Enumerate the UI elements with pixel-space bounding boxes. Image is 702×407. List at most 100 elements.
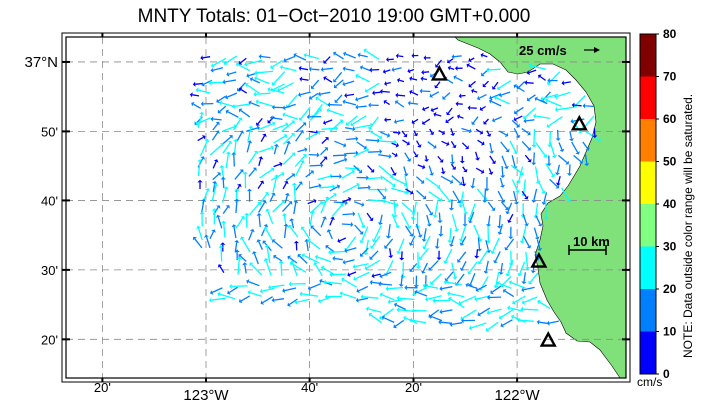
current-vector-head-654	[449, 321, 453, 327]
current-vector-555	[265, 260, 272, 276]
current-vector-93	[310, 92, 319, 99]
current-vector-268	[404, 152, 410, 160]
current-vector-202	[413, 130, 417, 135]
current-vector-619	[381, 294, 395, 301]
current-vector-12	[345, 53, 356, 59]
current-vector-head-530	[287, 255, 292, 260]
current-vector-649	[395, 319, 405, 327]
current-vector-head-258	[286, 140, 291, 145]
current-vector-171	[447, 116, 454, 122]
current-vector-613	[301, 293, 318, 297]
current-vector-592	[380, 283, 393, 286]
current-vector-head-526	[238, 254, 243, 258]
current-vector-head-201	[403, 133, 408, 138]
current-vector-510	[370, 250, 379, 259]
current-vector-head-155	[255, 122, 260, 126]
current-vector-head-217	[592, 135, 598, 138]
current-vector-442	[258, 215, 261, 228]
current-vector-head-206	[468, 128, 472, 134]
current-vector-92	[300, 91, 311, 96]
current-vector-head-501	[262, 240, 267, 245]
current-vector-head-272	[449, 161, 456, 165]
current-vector-head-76	[491, 86, 497, 90]
current-vector-head-614	[317, 298, 322, 304]
current-vector-head-596	[422, 283, 426, 289]
current-vector-head-324	[300, 160, 305, 164]
current-vector-283	[584, 153, 588, 164]
current-vector-110	[515, 85, 525, 93]
current-vector-head-179	[533, 113, 536, 119]
current-vector-210	[513, 128, 519, 137]
current-vector-492	[506, 238, 515, 249]
current-vector-257	[273, 146, 278, 155]
current-vector-604	[523, 286, 535, 291]
current-vector-61	[312, 79, 320, 88]
current-vector-651	[411, 319, 427, 324]
current-vector-head-428	[437, 220, 443, 224]
current-vector-433	[498, 214, 501, 227]
current-vector-564	[373, 273, 381, 277]
current-vector-489	[477, 237, 481, 250]
current-vector-553	[244, 264, 247, 274]
current-vector-552	[237, 258, 240, 275]
current-vector-head-425	[406, 225, 412, 229]
current-vector-head-42	[430, 73, 434, 78]
current-vector-head-307	[480, 169, 485, 174]
current-vector-head-361	[384, 187, 388, 193]
current-vector-head-119	[219, 100, 223, 106]
current-vector-479	[345, 236, 357, 250]
current-vector-275	[489, 155, 495, 163]
current-vector-head-633	[379, 315, 383, 320]
current-vector-197	[354, 124, 371, 129]
current-vector-head-84	[195, 87, 199, 93]
current-vector-head-5	[258, 54, 262, 60]
current-vector-538	[385, 260, 394, 275]
current-vector-653	[440, 321, 452, 324]
current-vector-509	[361, 247, 369, 256]
current-vector-head-246	[543, 154, 548, 158]
colorbar-segment-6	[640, 76, 656, 119]
current-vector-249	[571, 141, 579, 153]
current-vector-head-662	[546, 320, 550, 326]
current-vector-head-615	[324, 294, 328, 300]
colorbar-segment-2	[640, 246, 656, 289]
current-vector-380	[222, 188, 227, 203]
current-vector-head-628	[487, 294, 490, 301]
current-vector-head-265	[379, 149, 383, 155]
x-tick-label-2: 40'	[301, 380, 318, 395]
current-vector-head-71	[434, 84, 439, 89]
current-vector-head-381	[234, 188, 240, 191]
current-vector-639	[450, 298, 465, 309]
current-vector-head-364	[409, 190, 414, 195]
current-vector-head-600	[475, 287, 480, 292]
current-vector-353	[272, 176, 278, 193]
current-vector-head-607	[238, 298, 243, 304]
current-vector-head-153	[225, 109, 230, 115]
current-vector-head-162	[326, 108, 330, 113]
current-vector-580	[231, 285, 248, 288]
current-vector-head-41	[421, 69, 424, 75]
current-vector-211	[521, 127, 529, 134]
y-tick-label-1: 50'	[41, 124, 58, 139]
current-vector-434	[508, 213, 514, 221]
current-vector-head-210	[515, 134, 521, 139]
current-vector-82	[563, 81, 571, 84]
colorbar-segment-1	[640, 289, 656, 332]
current-vector-head-618	[360, 294, 364, 300]
current-vector-97	[357, 95, 369, 100]
current-vector-420	[342, 213, 353, 216]
current-vector-head-136	[430, 107, 434, 113]
current-vector-head-90	[267, 87, 271, 92]
current-vector-410	[222, 206, 229, 214]
current-vector-45	[468, 64, 476, 70]
current-vector-422	[366, 212, 372, 220]
current-vector-head-228	[325, 137, 329, 141]
current-vector-head-491	[490, 250, 496, 254]
y-tick-label-0: 37°N	[24, 54, 58, 71]
current-vector-310	[510, 164, 523, 174]
current-vector-head-69	[409, 76, 413, 82]
current-vector-23	[482, 54, 488, 58]
current-vector-head-320	[252, 167, 257, 172]
current-vector-341	[499, 177, 504, 186]
current-vector-144	[524, 107, 537, 118]
